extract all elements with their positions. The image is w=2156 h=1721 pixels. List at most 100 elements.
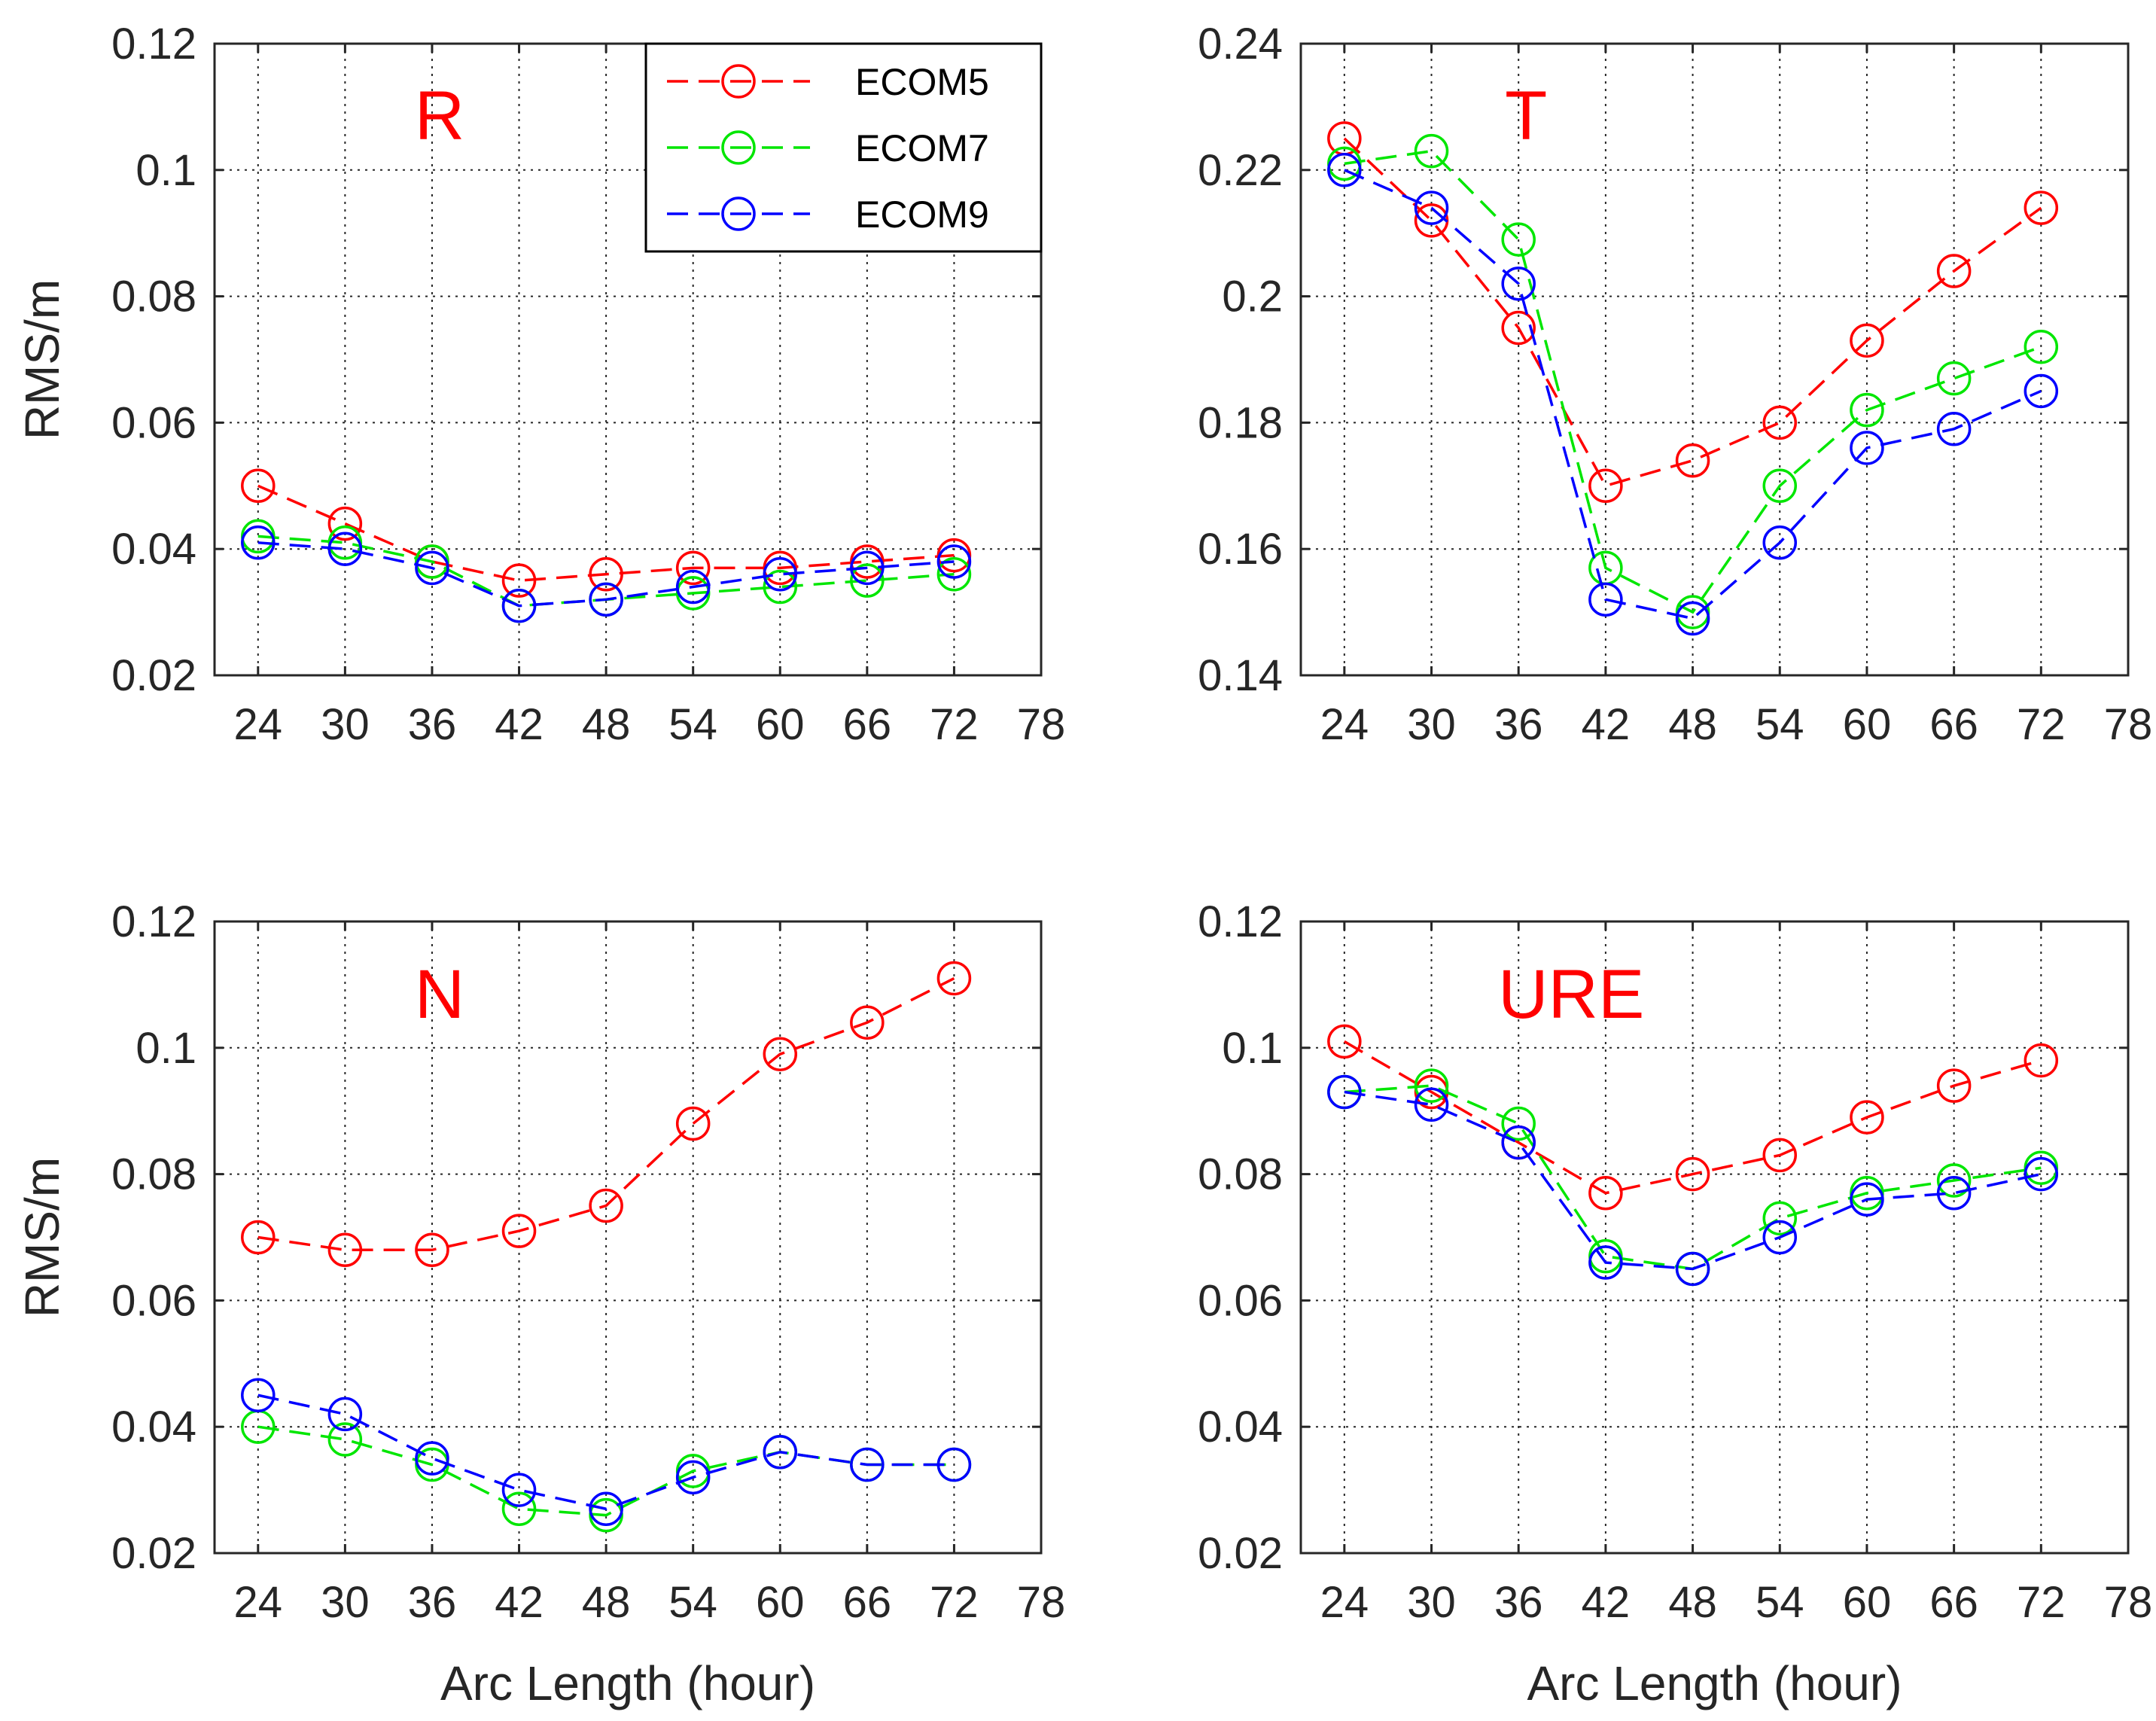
x-tick-label: 78 <box>1017 700 1066 749</box>
x-tick-label: 30 <box>321 1578 370 1627</box>
y-tick-label: 0.24 <box>1198 20 1283 69</box>
data-point-ecom9 <box>241 525 276 560</box>
y-tick-label: 0.18 <box>1198 398 1283 447</box>
panel-n: 24 30 36 42 48 54 60 66 72 78 0.02 0.04 0.06 0.08 0.1 0… <box>15 897 1065 1710</box>
data-point-ecom5 <box>1588 468 1623 504</box>
x-tick-label: 48 <box>1668 1578 1717 1627</box>
data-point-ecom9 <box>501 1473 537 1507</box>
data-point-ecom7 <box>1850 392 1884 428</box>
data-point-ecom7 <box>1414 1068 1449 1103</box>
data-point-ecom7 <box>1936 361 1972 396</box>
data-point-ecom5 <box>1936 1068 1972 1103</box>
data-point-ecom7 <box>1762 1201 1798 1236</box>
data-point-ecom5 <box>327 506 363 541</box>
data-point-ecom5 <box>327 1232 363 1268</box>
data-point-ecom5 <box>2024 1043 2059 1078</box>
data-point-ecom9 <box>1327 1074 1362 1110</box>
x-tick-label: 60 <box>1843 1578 1892 1627</box>
x-tick-label: 48 <box>1668 700 1717 749</box>
data-point-ecom9 <box>1762 525 1798 560</box>
axes-box <box>1299 920 2130 1555</box>
y-tick-label: 0.02 <box>111 651 196 700</box>
data-point-ecom5 <box>1936 254 1972 288</box>
x-tick-label: 48 <box>582 700 631 749</box>
data-point-ecom7 <box>1414 133 1449 169</box>
x-tick-label: 78 <box>2104 700 2153 749</box>
data-point-ecom5 <box>589 1188 623 1223</box>
data-point-ecom5 <box>1588 1176 1623 1211</box>
data-point-ecom5 <box>1850 323 1884 358</box>
x-tick-label: 42 <box>495 1578 544 1627</box>
data-point-ecom9 <box>850 550 885 586</box>
data-point-ecom9 <box>1501 267 1536 301</box>
data-point-ecom5 <box>1850 1100 1884 1135</box>
data-point-ecom9 <box>763 557 798 592</box>
data-point-ecom7 <box>1501 1106 1536 1141</box>
series-line-ecom7 <box>1344 149 2042 614</box>
legend-marker-ecom9 <box>721 196 756 231</box>
x-tick-label: 42 <box>1582 1578 1631 1627</box>
x-tick-label: 72 <box>930 700 979 749</box>
data-point-ecom7 <box>1762 468 1798 504</box>
x-tick-label: 30 <box>1407 700 1456 749</box>
y-tick-label: 0.1 <box>136 1024 196 1073</box>
y-tick-label: 0.04 <box>111 525 196 574</box>
series-line-ecom9 <box>257 1394 955 1511</box>
plot-area <box>1301 921 2128 1553</box>
data-point-ecom9 <box>936 544 972 579</box>
panel-title-ure: URE <box>1498 956 1644 1033</box>
data-point-ecom5 <box>1675 1156 1710 1192</box>
series-line-ecom5 <box>257 976 955 1252</box>
series-line-ecom9 <box>257 541 955 608</box>
data-point-ecom9 <box>1414 1087 1449 1122</box>
x-tick-label: 24 <box>234 700 283 749</box>
data-point-ecom9 <box>850 1447 885 1482</box>
x-tick-label: 54 <box>1756 1578 1804 1627</box>
y-tick-label: 0.02 <box>1198 1529 1283 1578</box>
data-point-ecom9 <box>675 1460 711 1495</box>
data-point-ecom9 <box>1936 1176 1972 1211</box>
data-point-ecom5 <box>1327 1024 1362 1059</box>
x-tick-label: 66 <box>1929 1578 1978 1627</box>
data-point-ecom7 <box>1501 222 1536 257</box>
data-point-ecom9 <box>1588 582 1623 617</box>
x-tick-label: 36 <box>1494 700 1543 749</box>
data-point-ecom9 <box>1414 190 1449 225</box>
x-tick-label: 48 <box>582 1578 631 1627</box>
x-tick-label: 54 <box>1756 700 1804 749</box>
data-point-ecom5 <box>241 468 276 504</box>
data-point-ecom9 <box>675 569 711 605</box>
data-point-ecom5 <box>1762 1138 1798 1173</box>
y-tick-label: 0.04 <box>1198 1403 1283 1451</box>
data-point-ecom9 <box>1501 1125 1536 1160</box>
axes-box <box>213 42 1043 677</box>
panel-ure: 24 30 36 42 48 54 60 66 72 78 0.02 0.04 0.06 0.08 0.1 0… <box>1198 897 2152 1710</box>
x-tick-label: 72 <box>930 1578 979 1627</box>
data-point-ecom7 <box>1936 1163 1972 1198</box>
legend-marker-ecom7 <box>721 130 756 165</box>
data-point-ecom5 <box>675 550 711 586</box>
data-point-ecom5 <box>241 1220 276 1255</box>
data-point-ecom9 <box>763 1435 798 1470</box>
x-tick-label: 78 <box>2104 1578 2153 1627</box>
x-tick-label: 24 <box>1320 700 1369 749</box>
series-line-ecom9 <box>1344 1090 2042 1271</box>
data-point-ecom7 <box>501 1491 537 1527</box>
data-point-ecom9 <box>1327 153 1362 187</box>
x-tick-label: 36 <box>408 700 457 749</box>
y-tick-label: 0.1 <box>1222 1024 1283 1073</box>
data-point-ecom5 <box>415 1232 449 1268</box>
y-tick-label: 0.1 <box>136 146 196 195</box>
panel-r: 24 30 36 42 48 54 60 66 72 78 0.02 0.04 0.06 0.08 0.1 0… <box>15 20 1065 749</box>
legend-label-ecom5: ECOM5 <box>855 61 989 103</box>
y-tick-label: 0.14 <box>1198 651 1283 700</box>
x-tick-label: 24 <box>1320 1578 1369 1627</box>
data-point-ecom9 <box>2024 1156 2059 1192</box>
axes-box <box>213 920 1043 1555</box>
data-point-ecom5 <box>2024 190 2059 225</box>
legend-label-ecom7: ECOM7 <box>855 127 989 169</box>
y-tick-label: 0.04 <box>111 1403 196 1451</box>
y-tick-label: 0.12 <box>111 20 196 69</box>
y-tick-label: 0.2 <box>1222 273 1283 321</box>
legend-label-ecom9: ECOM9 <box>855 193 989 236</box>
